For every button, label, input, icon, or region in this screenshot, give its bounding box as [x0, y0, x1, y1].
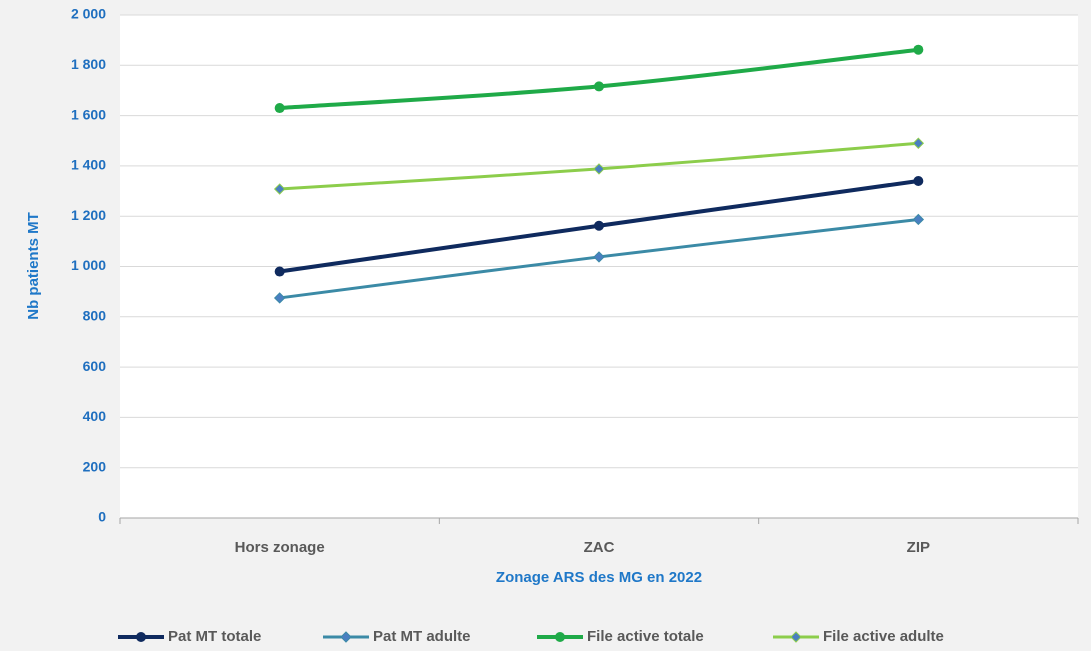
marker	[274, 266, 285, 277]
marker	[273, 183, 286, 195]
y-tick-label: 0	[98, 509, 106, 525]
marker	[273, 292, 286, 304]
legend-label: File active totale	[587, 628, 704, 645]
legend-label: Pat MT totale	[168, 628, 261, 645]
legend-label: File active adulte	[823, 628, 944, 645]
x-tick-label: ZIP	[907, 539, 930, 556]
marker	[594, 220, 604, 231]
y-tick-label: 800	[83, 308, 107, 324]
x-tick-label: ZAC	[584, 539, 615, 556]
y-tick-label: 1 800	[71, 56, 106, 72]
x-axis-title: Zonage ARS des MG en 2022	[496, 569, 702, 586]
marker	[593, 163, 605, 175]
y-tick-label: 200	[83, 458, 107, 474]
y-tick-label: 1 200	[71, 207, 106, 223]
marker	[555, 632, 565, 642]
marker	[593, 251, 605, 263]
y-tick-label: 1 600	[71, 106, 106, 122]
marker	[912, 137, 925, 149]
marker	[594, 81, 604, 92]
y-tick-label: 400	[83, 408, 107, 424]
marker	[913, 44, 924, 55]
y-tick-label: 1 000	[71, 257, 106, 273]
y-tick-label: 600	[83, 358, 107, 374]
y-axis-title: Nb patients MT	[25, 212, 42, 320]
y-tick-label: 1 400	[71, 157, 106, 173]
marker	[912, 213, 925, 226]
x-tick-label: Hors zonage	[235, 539, 325, 556]
y-tick-label: 2 000	[71, 6, 106, 22]
legend-label: Pat MT adulte	[373, 628, 471, 645]
marker	[340, 631, 352, 643]
marker	[274, 103, 285, 114]
marker	[136, 632, 146, 642]
marker	[913, 175, 924, 186]
marker	[790, 631, 802, 643]
